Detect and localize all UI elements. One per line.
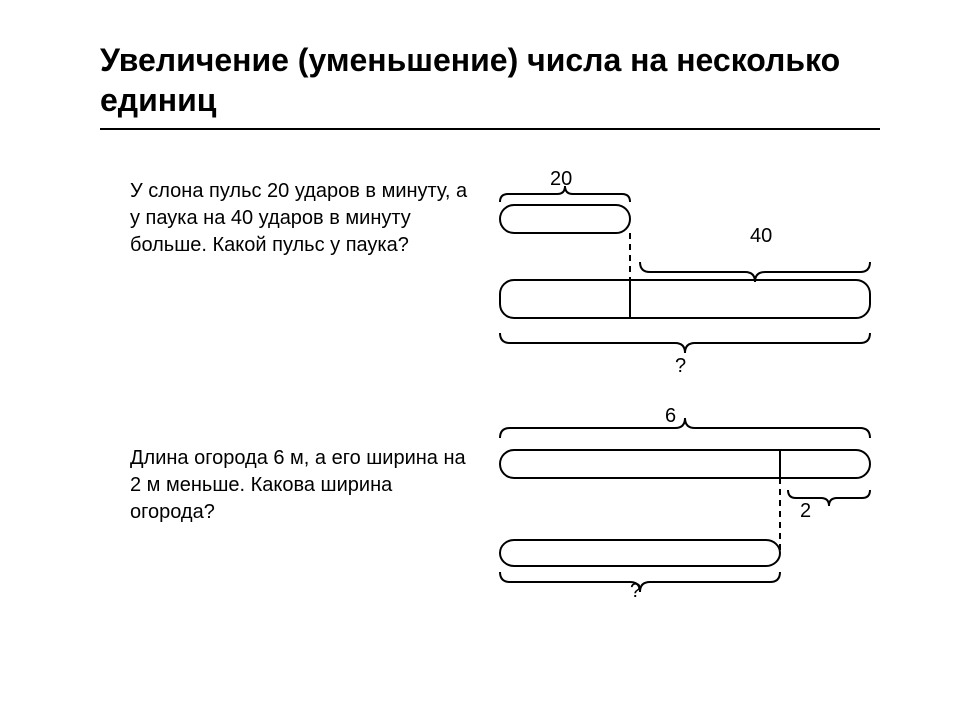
diagram-area: 20 40 ? 6 2 ?	[100, 160, 880, 660]
d1-label-bottom: ?	[675, 355, 686, 378]
d2-label-bottom: ?	[630, 580, 641, 603]
d1-label-right: 40	[750, 225, 772, 248]
d2-label-top: 6	[665, 405, 676, 428]
d1-label-top: 20	[550, 168, 572, 191]
title-underline	[100, 128, 880, 130]
d2-label-right: 2	[800, 500, 811, 523]
page-title: Увеличение (уменьшение) числа на несколь…	[100, 40, 880, 120]
